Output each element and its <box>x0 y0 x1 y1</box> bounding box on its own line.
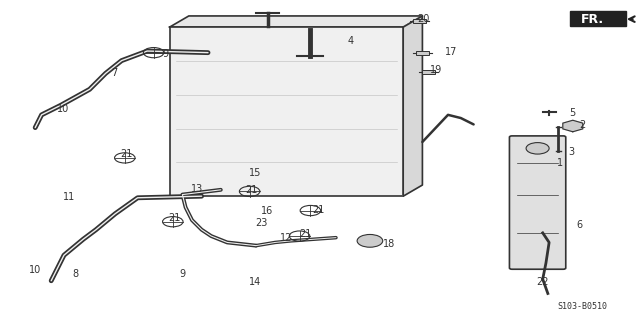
Text: 20: 20 <box>417 13 430 24</box>
Text: 3: 3 <box>568 147 574 158</box>
Polygon shape <box>170 27 403 196</box>
Text: 21: 21 <box>300 229 312 239</box>
Polygon shape <box>563 120 583 132</box>
FancyBboxPatch shape <box>416 51 429 55</box>
Text: 11: 11 <box>63 192 76 202</box>
Text: 10: 10 <box>29 264 42 275</box>
Text: 12: 12 <box>280 233 292 243</box>
Text: 9: 9 <box>162 48 168 59</box>
Text: 14: 14 <box>248 277 261 287</box>
Text: 21: 21 <box>245 185 258 195</box>
Polygon shape <box>403 16 422 196</box>
Text: 10: 10 <box>56 104 69 115</box>
Circle shape <box>357 234 383 247</box>
Text: 21: 21 <box>312 205 325 215</box>
Text: 13: 13 <box>191 184 204 194</box>
Text: FR.: FR. <box>580 13 604 26</box>
Text: 22: 22 <box>536 277 549 287</box>
Text: 18: 18 <box>383 239 396 249</box>
FancyBboxPatch shape <box>413 19 426 23</box>
Text: 5: 5 <box>570 108 576 118</box>
Text: 8: 8 <box>72 269 79 279</box>
Text: 2: 2 <box>579 120 586 130</box>
Text: 17: 17 <box>445 47 458 57</box>
Text: 15: 15 <box>248 168 261 178</box>
Text: 21: 21 <box>120 149 133 159</box>
Text: 19: 19 <box>430 64 443 75</box>
Text: 16: 16 <box>261 206 274 217</box>
Polygon shape <box>170 16 422 27</box>
Text: 9: 9 <box>179 269 186 279</box>
Text: 23: 23 <box>255 218 268 228</box>
Text: 7: 7 <box>111 68 117 78</box>
FancyBboxPatch shape <box>509 136 566 269</box>
Text: 21: 21 <box>168 213 181 223</box>
Text: S103-B0510: S103-B0510 <box>557 302 607 311</box>
FancyBboxPatch shape <box>570 11 626 26</box>
Text: 6: 6 <box>576 220 582 230</box>
Circle shape <box>526 143 549 154</box>
FancyBboxPatch shape <box>422 70 435 74</box>
Text: 1: 1 <box>557 158 563 168</box>
Text: 4: 4 <box>348 36 354 47</box>
